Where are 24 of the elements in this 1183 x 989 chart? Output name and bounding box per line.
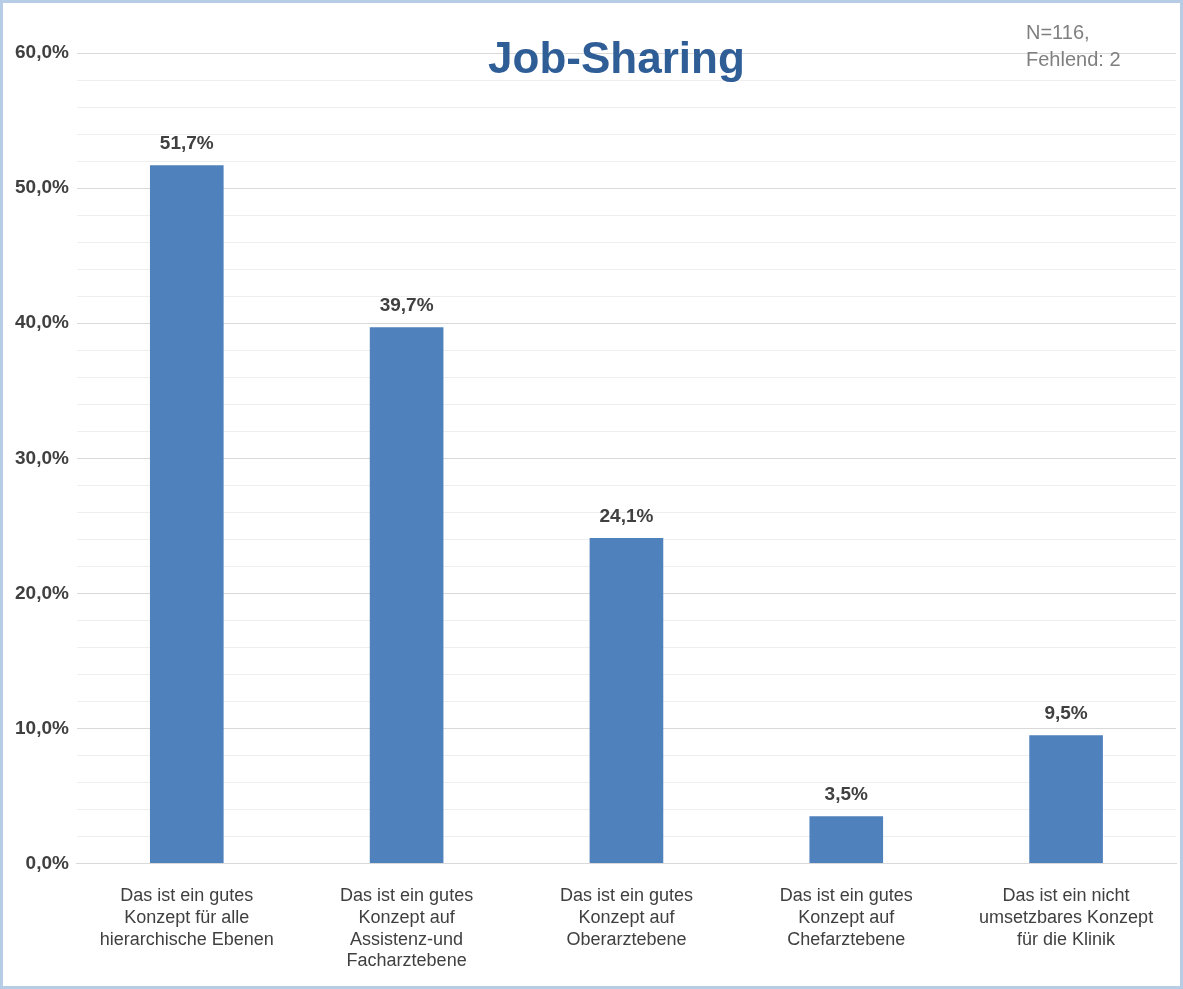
- x-tick-label: Das ist ein gutes Konzept auf Chefarztebene: [779, 885, 913, 949]
- bar: [1029, 735, 1103, 864]
- y-tick-label: 50,0%: [15, 176, 69, 198]
- x-tick-label: Das ist ein nicht umsetzbares Konzept für die Klinik: [979, 885, 1154, 949]
- bar: [149, 165, 224, 864]
- chart-title: Job-Sharing: [488, 33, 745, 83]
- x-tick-label: Das ist ein gutes Konzept für alle hierarchische Ebenen: [99, 885, 274, 949]
- y-tick-label: 20,0%: [15, 581, 69, 603]
- y-tick-label: 10,0%: [15, 716, 69, 738]
- data-label: 24,1%: [599, 504, 654, 526]
- x-tick-label: Das ist ein gutes Konzept auf Assistenz-und Facharztebene: [340, 885, 474, 971]
- annotation: N=116, Fehlend: 2: [1026, 20, 1121, 70]
- data-label: 51,7%: [159, 131, 214, 153]
- bar: [369, 327, 444, 864]
- x-tick-label: Das ist ein gutes Konzept auf Oberarztebene: [559, 885, 693, 949]
- data-label: 9,5%: [1044, 701, 1088, 723]
- y-tick-label: 40,0%: [15, 311, 69, 333]
- bar: [809, 816, 884, 864]
- data-label: 39,7%: [379, 293, 434, 315]
- y-tick-label: 60,0%: [15, 41, 69, 63]
- y-tick-label: 0,0%: [25, 851, 69, 873]
- data-label: 3,5%: [824, 783, 869, 805]
- bar: [589, 538, 664, 864]
- y-tick-label: 30,0%: [15, 446, 69, 468]
